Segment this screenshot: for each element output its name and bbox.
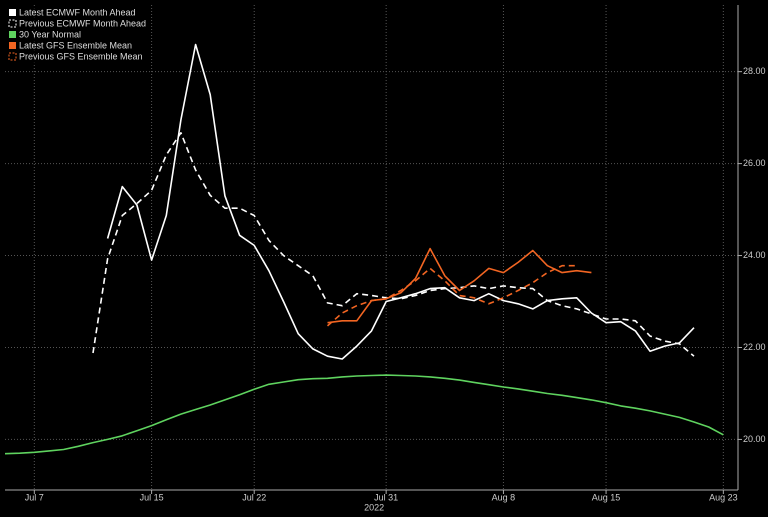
legend-label: Latest GFS Ensemble Mean [19,40,132,50]
x-tick-label: Jul 31 [374,492,398,502]
y-tick-label: 26.00 [743,158,766,168]
legend-swatch [9,31,16,38]
y-tick-label: 22.00 [743,342,766,352]
plot-area [5,5,738,490]
legend-label: Latest ECMWF Month Ahead [19,7,136,17]
y-tick-label: 28.00 [743,66,766,76]
legend-swatch [9,9,16,16]
series-line [4,374,724,455]
x-tick-label: Aug 15 [592,492,621,502]
x-tick-label: Aug 8 [492,492,516,502]
legend-label: Previous ECMWF Month Ahead [19,18,146,28]
legend-label: 30 Year Normal [19,29,81,39]
legend-box [6,7,136,63]
x-tick-label: Aug 23 [709,492,738,502]
series-line [326,264,577,327]
year-label: 2022 [364,502,384,512]
legend-swatch [8,19,17,28]
series-line [92,132,695,357]
x-tick-label: Jul 15 [140,492,164,502]
x-tick-label: Jul 7 [25,492,44,502]
legend-label: Previous GFS Ensemble Mean [19,51,143,61]
y-tick-label: 24.00 [743,250,766,260]
x-tick-label: Jul 22 [242,492,266,502]
legend-swatch [8,52,17,61]
legend-swatch [9,42,16,49]
y-tick-label: 20.00 [743,434,766,444]
